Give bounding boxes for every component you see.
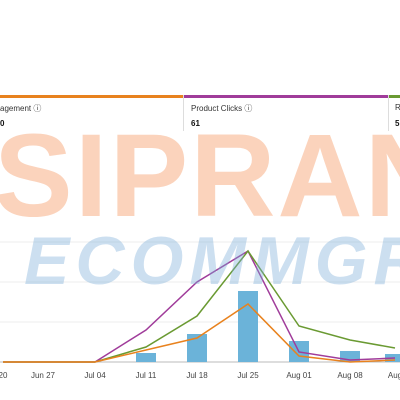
metric-card[interactable]: Product Clicks ⓘ 61	[184, 95, 388, 131]
x-tick-label: Jul 04	[84, 371, 106, 380]
metric-title: R	[395, 103, 400, 112]
metric-title: Product Clicks ⓘ	[191, 104, 253, 113]
metric-value: 0	[0, 119, 5, 128]
bar	[136, 353, 156, 362]
x-tick-label: Jul 25	[237, 371, 259, 380]
x-tick-label: Jun 27	[31, 371, 56, 380]
bar	[238, 291, 258, 362]
metric-card[interactable]: agement ⓘ 0	[0, 95, 183, 131]
metric-card[interactable]: R 5	[389, 95, 400, 131]
x-tick-label: Jul 18	[186, 371, 208, 380]
x-tick-label: Aug 01	[286, 371, 312, 380]
line	[3, 303, 396, 363]
bar	[340, 351, 360, 362]
metric-value: 5	[395, 119, 400, 128]
separator	[183, 95, 184, 131]
x-tick-label: Aug	[388, 371, 400, 380]
x-tick-label: 20	[0, 371, 8, 380]
x-tick-label: Aug 08	[337, 371, 363, 380]
bar	[187, 334, 207, 362]
separator	[388, 95, 389, 131]
metric-title: agement ⓘ	[0, 104, 42, 113]
x-tick-label: Jul 11	[136, 371, 157, 380]
metric-value: 61	[191, 119, 200, 128]
